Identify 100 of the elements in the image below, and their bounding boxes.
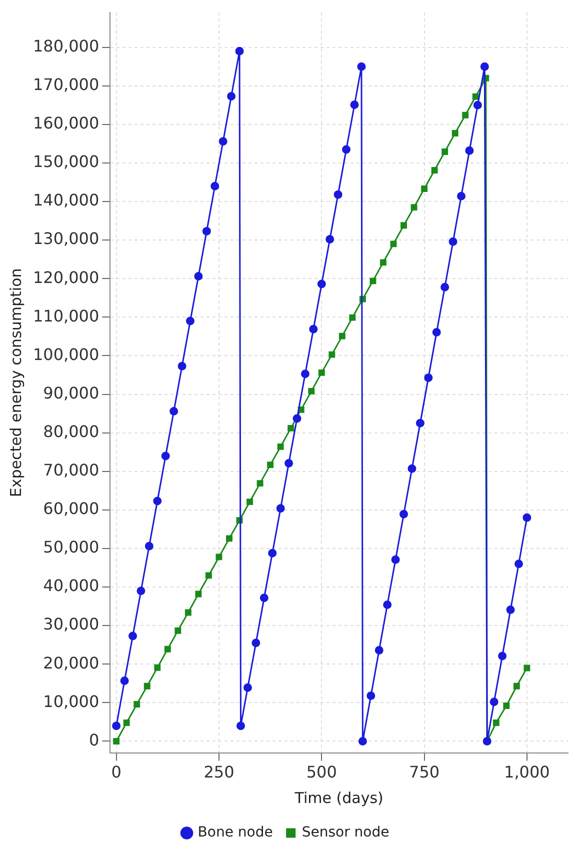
point bbox=[227, 92, 236, 101]
point bbox=[144, 542, 154, 550]
point bbox=[144, 682, 150, 690]
point bbox=[326, 235, 334, 244]
point bbox=[416, 418, 424, 428]
y-tick-label: 10,000 bbox=[43, 692, 100, 711]
point bbox=[123, 720, 130, 726]
point bbox=[309, 324, 318, 334]
y-tick-label: 80,000 bbox=[43, 422, 100, 441]
point bbox=[492, 720, 500, 726]
point bbox=[112, 722, 121, 730]
point bbox=[480, 62, 489, 71]
point bbox=[186, 316, 194, 326]
point bbox=[161, 452, 170, 460]
point bbox=[154, 664, 161, 671]
point bbox=[473, 100, 482, 110]
point bbox=[256, 480, 264, 487]
point bbox=[178, 362, 186, 370]
point bbox=[246, 498, 253, 506]
legend-label: Bone node bbox=[198, 824, 273, 841]
point bbox=[380, 259, 386, 266]
x-tick-label: 1,000 bbox=[504, 762, 550, 782]
point bbox=[498, 652, 507, 660]
point bbox=[236, 722, 245, 730]
point bbox=[424, 373, 433, 382]
y-tick-label: 170,000 bbox=[32, 75, 100, 94]
point bbox=[268, 548, 277, 558]
point bbox=[318, 369, 325, 376]
point bbox=[267, 462, 274, 468]
y-axis-title: Expected energy consumption bbox=[6, 268, 25, 498]
y-tick-label: 140,000 bbox=[32, 190, 100, 210]
point bbox=[357, 62, 366, 71]
point bbox=[524, 664, 530, 672]
point bbox=[243, 683, 252, 692]
y-tick-label: 150,000 bbox=[32, 152, 100, 172]
y-tick-label: 0 bbox=[88, 730, 100, 750]
y-tick-label: 40,000 bbox=[43, 576, 100, 596]
legend-label: Sensor node bbox=[302, 824, 390, 841]
point bbox=[184, 609, 192, 616]
point bbox=[514, 560, 523, 568]
point bbox=[120, 676, 129, 685]
point bbox=[252, 638, 260, 648]
point bbox=[410, 204, 418, 211]
point bbox=[226, 535, 232, 542]
y-tick-label: 20,000 bbox=[43, 653, 100, 672]
point bbox=[431, 167, 438, 174]
point bbox=[374, 646, 384, 654]
point bbox=[218, 137, 228, 146]
point bbox=[490, 698, 498, 706]
point bbox=[421, 186, 428, 192]
point bbox=[210, 182, 220, 190]
y-tick-label: 130,000 bbox=[32, 229, 100, 248]
point bbox=[292, 414, 302, 423]
point bbox=[334, 190, 342, 199]
point bbox=[195, 590, 202, 598]
point bbox=[350, 100, 359, 109]
point bbox=[522, 513, 532, 522]
point bbox=[465, 146, 474, 155]
y-tick-label: 90,000 bbox=[43, 383, 100, 402]
point bbox=[300, 370, 310, 378]
point bbox=[205, 572, 212, 579]
point bbox=[349, 314, 356, 321]
x-tick-label: 250 bbox=[204, 762, 234, 782]
point bbox=[462, 112, 469, 118]
y-tick-label: 70,000 bbox=[43, 460, 100, 480]
point bbox=[276, 504, 285, 513]
point bbox=[383, 600, 392, 610]
x-axis-title: Time (days) bbox=[294, 788, 384, 807]
y-tick-label: 110,000 bbox=[32, 306, 100, 326]
point bbox=[513, 682, 520, 690]
point bbox=[442, 148, 448, 155]
y-tick-label: 50,000 bbox=[43, 538, 100, 557]
y-tick-label: 180,000 bbox=[32, 36, 100, 56]
point bbox=[235, 46, 244, 56]
point bbox=[170, 406, 178, 416]
point bbox=[400, 222, 407, 229]
point bbox=[308, 388, 315, 394]
point bbox=[174, 627, 182, 634]
point bbox=[452, 130, 458, 136]
point bbox=[328, 351, 336, 358]
point bbox=[472, 93, 479, 100]
y-tick-label: 30,000 bbox=[43, 614, 100, 634]
point bbox=[342, 145, 351, 154]
x-tick-label: 500 bbox=[306, 762, 337, 782]
point bbox=[128, 632, 137, 640]
point bbox=[338, 332, 346, 340]
point bbox=[440, 282, 450, 292]
point bbox=[136, 586, 146, 596]
point bbox=[260, 594, 268, 602]
point bbox=[506, 606, 515, 614]
point bbox=[370, 278, 376, 284]
point bbox=[391, 555, 400, 564]
point bbox=[317, 280, 326, 288]
point bbox=[288, 424, 294, 432]
x-tick-label: 750 bbox=[409, 762, 440, 782]
y-tick-label: 60,000 bbox=[43, 499, 100, 518]
point bbox=[503, 702, 510, 709]
point bbox=[400, 510, 408, 518]
point bbox=[284, 459, 294, 468]
point bbox=[456, 192, 466, 200]
